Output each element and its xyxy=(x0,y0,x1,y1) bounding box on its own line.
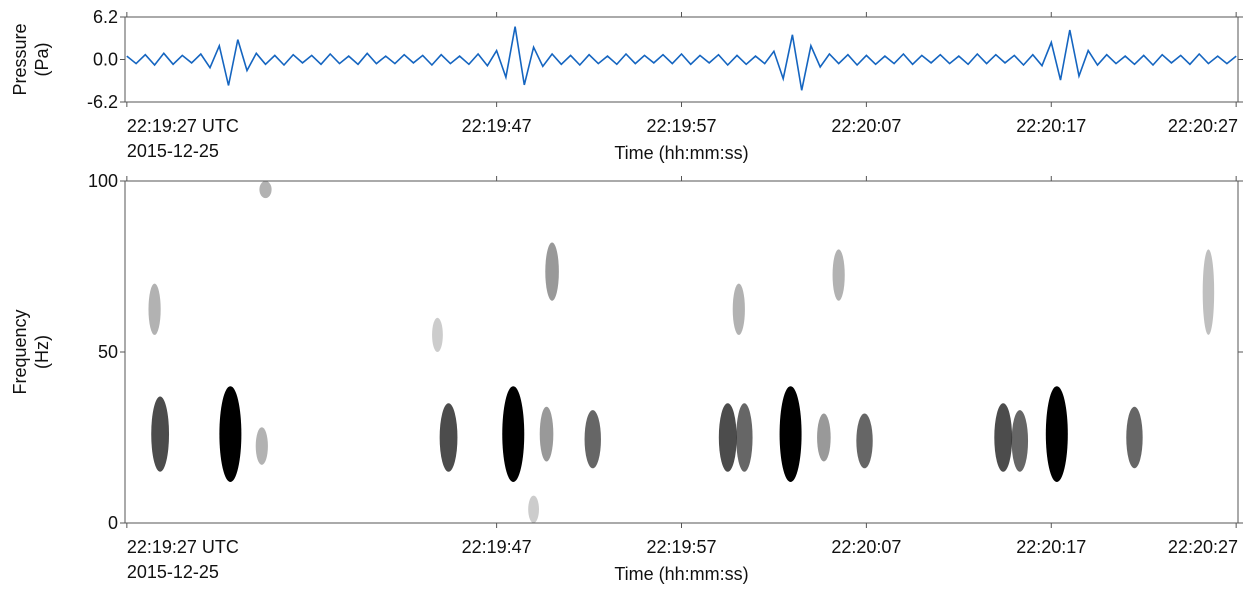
y-axis-label: (Hz) xyxy=(32,335,52,369)
x-tick-label: 22:19:47 xyxy=(462,116,532,136)
spectral-blob xyxy=(1011,410,1029,472)
x-tick-label: 22:20:07 xyxy=(831,537,901,557)
spectral-blob xyxy=(1202,249,1215,335)
y-tick-label: 0 xyxy=(108,513,118,533)
spectral-blob xyxy=(502,386,525,482)
x-date: 2015-12-25 xyxy=(127,141,219,161)
spectral-blob xyxy=(732,283,745,335)
x-tick-label: 22:19:27 UTC xyxy=(127,116,239,136)
y-axis-label: (Pa) xyxy=(32,42,52,76)
plot-frame xyxy=(124,180,1239,524)
spectral-blob xyxy=(779,386,802,482)
spectral-blob xyxy=(148,283,161,335)
spectral-blob xyxy=(736,403,753,472)
x-axis-label: Time (hh:mm:ss) xyxy=(614,564,748,584)
spectral-blob xyxy=(432,317,443,352)
spectral-blob xyxy=(439,403,458,472)
spectral-blob xyxy=(1045,386,1068,482)
spectral-blob xyxy=(584,410,601,469)
x-tick-label: 22:20:17 xyxy=(1016,116,1086,136)
y-tick-label: 100 xyxy=(88,171,118,191)
spectral-blob xyxy=(817,413,831,462)
spectral-blob xyxy=(994,403,1013,472)
y-tick-label: 50 xyxy=(98,342,118,362)
plot-frame xyxy=(124,16,1239,103)
spectral-blob xyxy=(151,396,170,472)
y-tick-label: -6.2 xyxy=(87,92,118,112)
x-tick-label: 22:19:57 xyxy=(646,116,716,136)
spectral-blob xyxy=(259,181,272,199)
waveform-line xyxy=(126,26,1237,91)
spectral-blob xyxy=(718,403,737,472)
x-tick-label: 22:19:27 UTC xyxy=(127,537,239,557)
y-tick-label: 6.2 xyxy=(93,7,118,27)
x-tick-label: 22:20:27 xyxy=(1168,537,1238,557)
x-tick-label: 22:20:27 xyxy=(1168,116,1238,136)
x-tick-label: 22:20:17 xyxy=(1016,537,1086,557)
x-tick-label: 22:19:47 xyxy=(462,537,532,557)
y-axis-label: Frequency xyxy=(10,309,30,394)
spectral-blob xyxy=(539,406,554,462)
x-axis-label: Time (hh:mm:ss) xyxy=(614,143,748,163)
spectral-blob xyxy=(1126,406,1143,469)
spectral-blob xyxy=(255,427,268,465)
spectral-blob xyxy=(832,249,845,301)
spectral-blob xyxy=(545,242,559,301)
x-tick-label: 22:20:07 xyxy=(831,116,901,136)
spectral-blob xyxy=(219,386,242,482)
x-tick-label: 22:19:57 xyxy=(646,537,716,557)
spectral-blob xyxy=(856,413,873,469)
y-axis-label: Pressure xyxy=(10,23,30,95)
y-tick-label: 0.0 xyxy=(93,50,118,70)
x-date: 2015-12-25 xyxy=(127,562,219,582)
spectral-blob xyxy=(528,495,539,523)
